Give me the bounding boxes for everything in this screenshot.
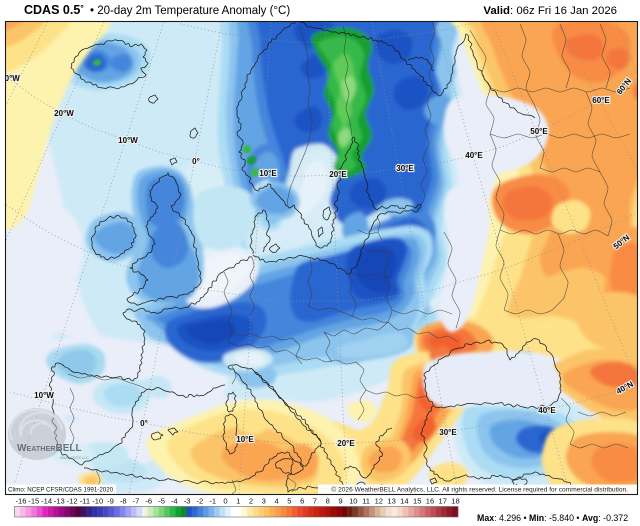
svg-text:ANALYTICS LLC: ANALYTICS LLC	[60, 456, 89, 460]
svg-text:-10: -10	[92, 497, 103, 506]
svg-text:-16: -16	[16, 497, 27, 506]
svg-text:3: 3	[262, 497, 266, 506]
svg-text:6: 6	[300, 497, 304, 506]
svg-text:-13: -13	[54, 497, 65, 506]
svg-text:20°E: 20°E	[337, 439, 355, 448]
svg-text:40°E: 40°E	[465, 151, 483, 160]
svg-text:WEATHERBELL: WEATHERBELL	[17, 443, 82, 454]
svg-text:15: 15	[413, 497, 421, 506]
svg-text:CDAS 0.5°: CDAS 0.5°	[24, 3, 84, 17]
svg-text:0°: 0°	[140, 419, 148, 428]
svg-text:16: 16	[426, 497, 434, 506]
svg-text:10°E: 10°E	[236, 435, 254, 444]
svg-text:0°: 0°	[192, 157, 200, 166]
svg-text:18: 18	[451, 497, 459, 506]
svg-text:10°E: 10°E	[259, 169, 277, 178]
svg-text:17: 17	[438, 497, 446, 506]
svg-text:-15: -15	[28, 497, 39, 506]
svg-text:10: 10	[349, 497, 357, 506]
svg-text:Max: 4.296 • Min: -5.840 • Avg: Max: 4.296 • Min: -5.840 • Avg: -0.372	[477, 513, 628, 523]
svg-text:12: 12	[375, 497, 383, 506]
svg-text:20°W: 20°W	[54, 109, 74, 118]
svg-text:-9: -9	[107, 497, 114, 506]
svg-text:0: 0	[223, 497, 227, 506]
svg-text:-6: -6	[145, 497, 152, 506]
svg-text:7: 7	[313, 497, 317, 506]
svg-text:8: 8	[326, 497, 330, 506]
svg-text:20°E: 20°E	[329, 170, 347, 179]
svg-text:-5: -5	[158, 497, 165, 506]
svg-text:40°E: 40°E	[538, 406, 556, 415]
svg-text:10°W: 10°W	[34, 391, 54, 400]
svg-text:Valid: 06z Fri 16 Jan 2026: Valid: 06z Fri 16 Jan 2026	[483, 5, 617, 17]
svg-text:2: 2	[249, 497, 253, 506]
svg-text:-7: -7	[133, 497, 140, 506]
svg-text:30°E: 30°E	[439, 428, 457, 437]
svg-text:-4: -4	[171, 497, 178, 506]
svg-text:-14: -14	[41, 497, 52, 506]
svg-text:14: 14	[400, 497, 408, 506]
svg-text:50°E: 50°E	[530, 127, 548, 136]
svg-text:30°E: 30°E	[396, 164, 414, 173]
svg-text:-8: -8	[120, 497, 127, 506]
svg-text:13: 13	[387, 497, 395, 506]
svg-text:11: 11	[362, 497, 370, 506]
svg-text:Climo: NCEP CFSR/CDAS 1991-202: Climo: NCEP CFSR/CDAS 1991-2020	[8, 487, 114, 494]
svg-text:• 20-day 2m Temperature Anoma: • 20-day 2m Temperature Anomaly (°C)	[90, 5, 290, 17]
svg-text:10°W: 10°W	[118, 136, 138, 145]
svg-text:© 2026 WeatherBELL Analytics,: © 2026 WeatherBELL Analytics, LLC. All r…	[331, 486, 628, 494]
svg-text:4: 4	[274, 497, 278, 506]
svg-text:1: 1	[236, 497, 240, 506]
svg-text:5: 5	[287, 497, 291, 506]
svg-text:9: 9	[338, 497, 342, 506]
svg-text:-12: -12	[67, 497, 78, 506]
svg-text:30°W: 30°W	[0, 74, 20, 83]
svg-text:-1: -1	[209, 497, 216, 506]
svg-text:-3: -3	[184, 497, 191, 506]
svg-text:-11: -11	[80, 497, 90, 506]
svg-text:-2: -2	[197, 497, 204, 506]
svg-text:60°E: 60°E	[592, 96, 610, 105]
